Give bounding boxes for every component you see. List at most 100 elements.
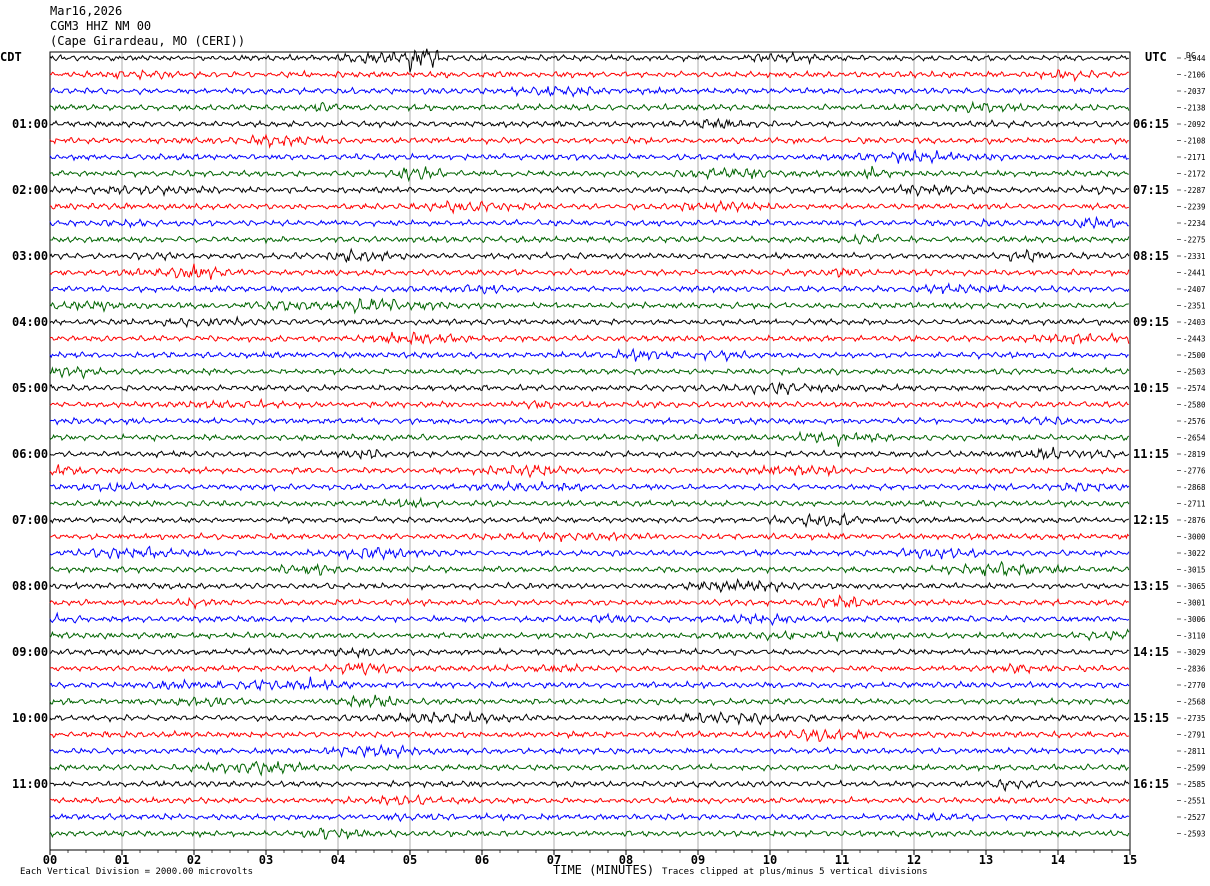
trace-line xyxy=(50,233,1130,245)
trace-line xyxy=(49,545,1130,561)
left-hour-label: 08:00 xyxy=(12,579,48,593)
x-tick-label: 11 xyxy=(835,853,849,867)
trace-line xyxy=(49,464,1129,479)
dc-offset-label: -3110 xyxy=(1183,632,1206,641)
dc-offset-label: -2654 xyxy=(1183,434,1206,443)
right-hour-label: 11:15 xyxy=(1133,447,1169,461)
dc-offset-label: -3015 xyxy=(1183,566,1206,575)
trace-line xyxy=(49,397,1129,410)
x-tick-label: 05 xyxy=(403,853,417,867)
dc-offset-label: -2275 xyxy=(1183,236,1206,245)
x-tick-label: 14 xyxy=(1051,853,1065,867)
dc-offset-label: -2106 xyxy=(1183,71,1206,80)
x-tick-label: 04 xyxy=(331,853,345,867)
dc-offset-label: -2568 xyxy=(1183,698,1206,707)
x-tick-label: 06 xyxy=(475,853,489,867)
trace-line xyxy=(49,148,1129,165)
trace-line xyxy=(49,381,1130,396)
dc-offset-label: -2503 xyxy=(1183,368,1206,377)
dc-offset-label: -2108 xyxy=(1183,137,1206,146)
x-tick-label: 08 xyxy=(619,853,633,867)
right-hour-label: 13:15 xyxy=(1133,579,1169,593)
left-timezone-label: CDT xyxy=(0,50,22,64)
trace-line xyxy=(49,662,1130,677)
trace-line xyxy=(49,69,1129,83)
dc-offset-label: -2574 xyxy=(1183,384,1206,393)
x-axis-title: TIME (MINUTES) xyxy=(553,863,655,877)
trace-line xyxy=(49,827,1130,840)
trace-line xyxy=(49,710,1130,726)
header-date: Mar16,2026 xyxy=(50,4,123,18)
dc-offset-label: -2776 xyxy=(1183,467,1206,476)
trace-line xyxy=(49,728,1129,743)
dc-offset-label: -3029 xyxy=(1183,648,1206,657)
trace-line xyxy=(49,133,1129,149)
trace-line xyxy=(50,282,1130,295)
header-station: CGM3 HHZ NM 00 xyxy=(50,19,152,33)
dc-offset-label: -1944 xyxy=(1183,54,1206,63)
right-hour-label: 07:15 xyxy=(1133,183,1169,197)
trace-line xyxy=(49,263,1130,280)
dc-offset-label: -2443 xyxy=(1183,335,1206,344)
dc-offset-label: -2527 xyxy=(1183,813,1206,822)
header-location: (Cape Girardeau, MO (CERI)) xyxy=(50,34,246,48)
dc-offset-label: -2287 xyxy=(1183,186,1206,195)
dc-offset-label: -2811 xyxy=(1183,747,1206,756)
dc-offset-label: -2351 xyxy=(1183,302,1206,311)
dc-offset-label: -2580 xyxy=(1183,401,1206,410)
trace-line xyxy=(49,215,1129,230)
trace-line xyxy=(49,512,1130,529)
x-tick-label: 15 xyxy=(1123,853,1137,867)
trace-line xyxy=(49,446,1130,461)
x-tick-label: 09 xyxy=(691,853,705,867)
trace-line xyxy=(49,199,1129,215)
x-tick-label: 12 xyxy=(907,853,921,867)
trace-line xyxy=(49,100,1130,114)
trace-line xyxy=(49,430,1130,447)
x-tick-label: 13 xyxy=(979,853,993,867)
scale-note: Each Vertical Division = 2000.00 microvo… xyxy=(20,867,253,877)
dc-offset-label: -2876 xyxy=(1183,516,1206,525)
left-hour-label: 06:00 xyxy=(12,447,48,461)
right-hour-label: 09:15 xyxy=(1133,315,1169,329)
right-timezone-label: UTC xyxy=(1145,50,1167,64)
trace-line xyxy=(49,611,1130,627)
dc-offset-label: -2551 xyxy=(1183,797,1206,806)
trace-line xyxy=(49,480,1130,493)
trace-line xyxy=(49,560,1130,577)
dc-offset-label: -2791 xyxy=(1183,731,1206,740)
trace-line xyxy=(49,48,1129,73)
trace-line xyxy=(49,676,1130,692)
right-hour-label: 06:15 xyxy=(1133,117,1169,131)
trace-line xyxy=(49,165,1129,183)
plot-frame xyxy=(49,51,1131,851)
dc-offset-label: -2037 xyxy=(1183,87,1206,96)
trace-line xyxy=(49,365,1130,380)
trace-line xyxy=(49,628,1130,643)
trace-line xyxy=(49,117,1130,130)
x-tick-label: 01 xyxy=(115,853,129,867)
dc-offset-label: -3006 xyxy=(1183,615,1206,624)
right-hour-label: 12:15 xyxy=(1133,513,1169,527)
trace-line xyxy=(49,578,1130,594)
dc-offset-label: -2593 xyxy=(1183,830,1206,839)
right-hour-label: 16:15 xyxy=(1133,777,1169,791)
x-tick-label: 07 xyxy=(547,853,561,867)
left-hour-label: 03:00 xyxy=(12,249,48,263)
dc-offset-label: -3001 xyxy=(1183,599,1206,608)
trace-line xyxy=(49,760,1130,777)
dc-offset-label: -3022 xyxy=(1183,549,1206,558)
dc-offset-label: -2234 xyxy=(1183,219,1206,228)
clip-note: Traces clipped at plus/minus 5 vertical … xyxy=(662,867,928,877)
trace-line xyxy=(49,531,1130,543)
trace-line xyxy=(49,778,1130,793)
traces xyxy=(49,48,1130,840)
left-hour-label: 11:00 xyxy=(12,777,48,791)
trace-line xyxy=(49,743,1130,760)
trace-line xyxy=(49,85,1129,98)
dc-offset-label: -2599 xyxy=(1183,764,1206,773)
dc-offset-label: -2092 xyxy=(1183,120,1206,129)
dc-offset-label: -2172 xyxy=(1183,170,1206,179)
trace-line xyxy=(49,694,1130,709)
